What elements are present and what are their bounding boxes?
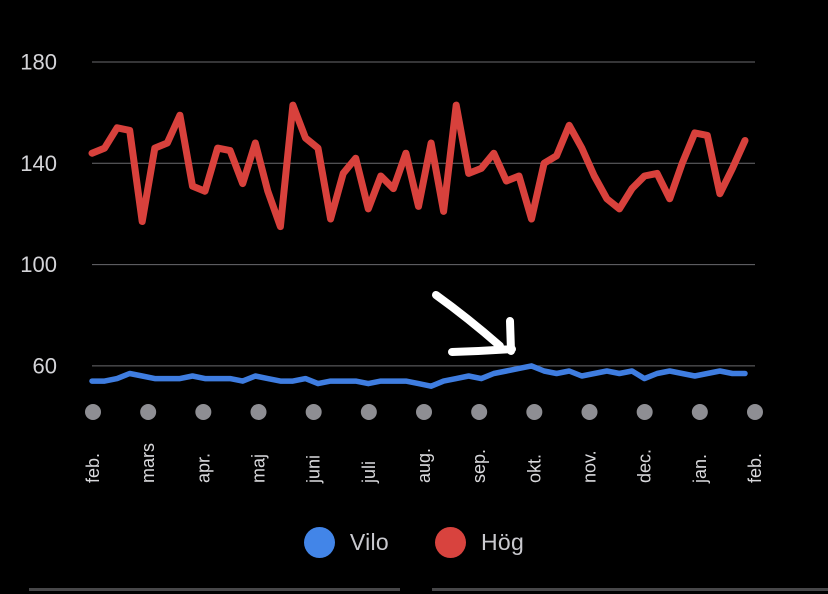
legend: Vilo Hög <box>0 527 828 558</box>
month-label-2: apr. <box>193 453 213 483</box>
legend-item-vilo: Vilo <box>303 527 390 558</box>
month-dot-7 <box>471 404 488 420</box>
month-dot-1 <box>140 404 157 420</box>
month-dot-12 <box>747 404 763 420</box>
month-dot-11 <box>691 404 708 420</box>
hog-color-dot-icon <box>435 527 467 558</box>
y-tick-label-100: 100 <box>20 252 57 277</box>
month-dot-6 <box>416 404 432 420</box>
month-dot-8 <box>526 404 543 420</box>
month-dot-9 <box>581 404 598 420</box>
chart-canvas[interactable]: 180 140 100 60 feb. mars apr. maj juni juli aug. se… <box>0 0 828 520</box>
month-dot-3 <box>250 404 267 420</box>
month-dot-5 <box>360 404 377 420</box>
month-label-3: maj <box>249 454 269 483</box>
month-label-4: juni <box>304 455 324 484</box>
month-label-9: nov. <box>580 450 600 483</box>
month-label-12: feb. <box>745 453 765 483</box>
month-label-11: jan. <box>690 454 710 484</box>
month-label-7: sep. <box>469 449 489 483</box>
month-label-1: mars <box>138 443 158 483</box>
y-tick-label-180: 180 <box>20 50 57 75</box>
bottom-divider-right <box>432 588 828 591</box>
y-tick-label-140: 140 <box>20 151 57 176</box>
vilo-color-dot-icon <box>303 527 335 558</box>
month-dot-4 <box>305 404 322 420</box>
month-label-5: juli <box>359 461 379 484</box>
bottom-divider-left <box>29 588 400 591</box>
legend-item-hog: Hög <box>435 527 524 558</box>
hog-label: Hög <box>481 529 525 555</box>
vilo-series-line <box>89 363 748 389</box>
annotation-arrow-icon <box>432 291 516 356</box>
hog-series-line <box>88 101 749 231</box>
y-tick-label-60: 60 <box>33 353 57 378</box>
month-dot-2 <box>195 404 212 420</box>
month-dot-0 <box>85 404 101 420</box>
month-label-6: aug. <box>414 448 434 483</box>
month-dot-10 <box>636 404 653 420</box>
month-label-10: dec. <box>635 449 655 483</box>
month-label-0: feb. <box>83 453 103 483</box>
month-label-8: okt. <box>524 454 544 483</box>
vilo-label: Vilo <box>349 529 390 555</box>
